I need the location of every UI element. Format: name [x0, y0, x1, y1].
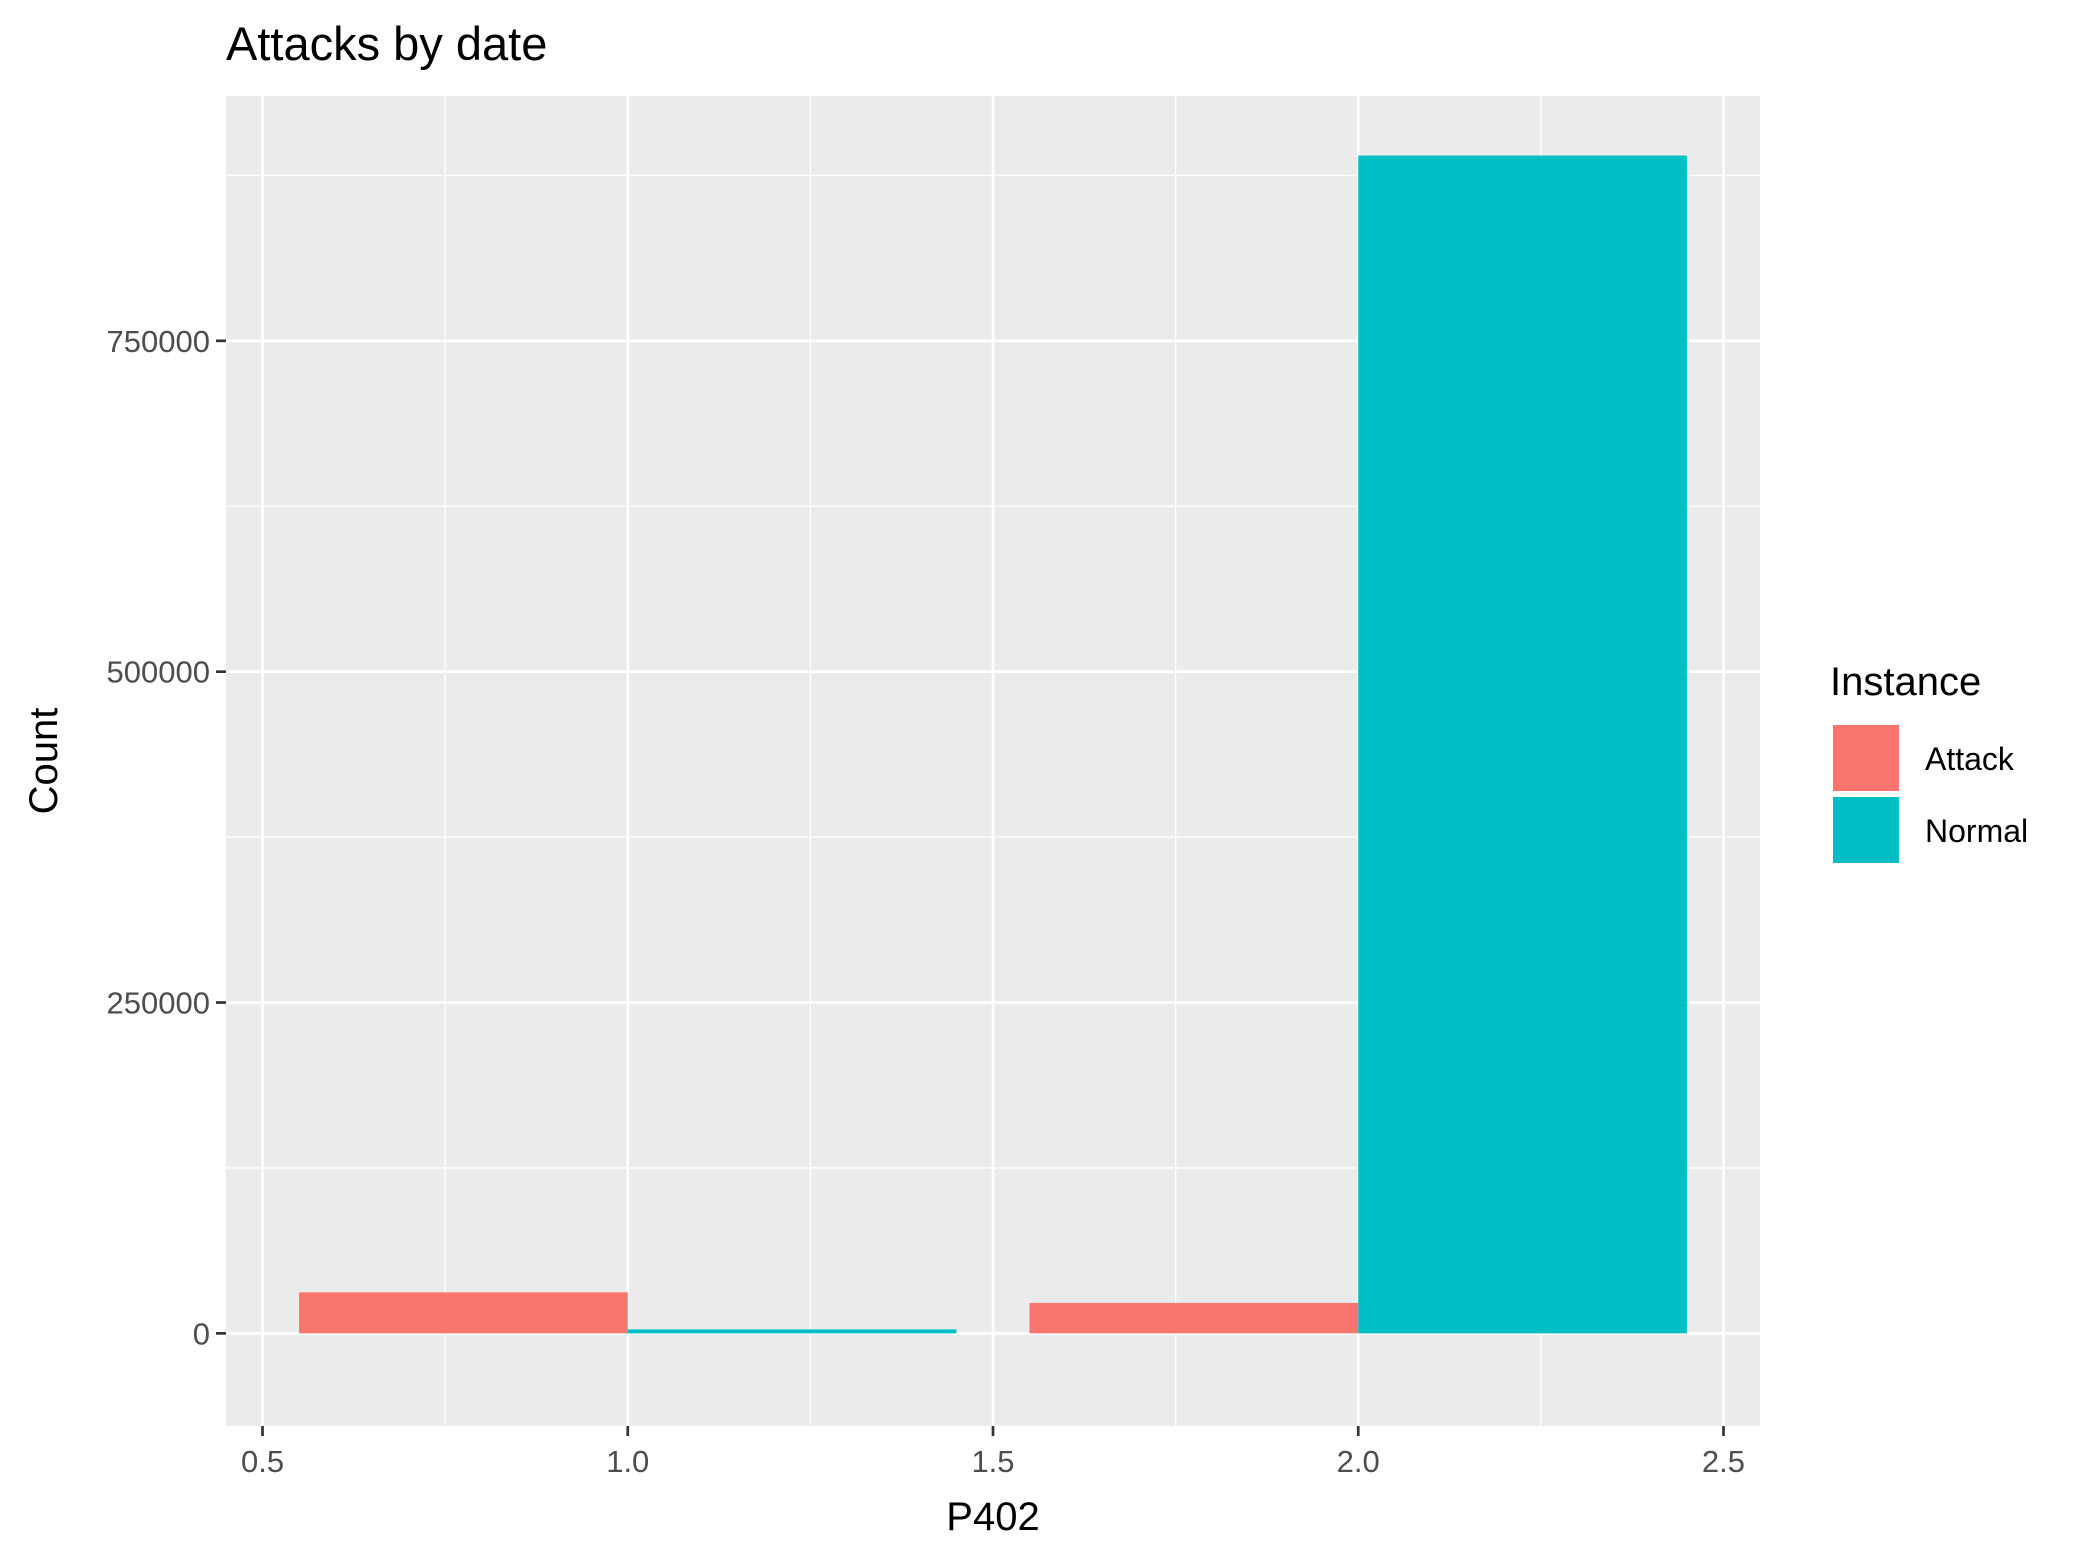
- y-axis: 0 250000 500000 750000: [107, 324, 226, 1351]
- bars-layer: [299, 155, 1687, 1334]
- legend-label-normal: Normal: [1925, 813, 2028, 849]
- bar-normal: [1358, 155, 1687, 1334]
- bar-attack: [1029, 1302, 1359, 1334]
- legend-key-attack: [1833, 725, 1899, 791]
- x-tick-label: 2.0: [1337, 1444, 1380, 1479]
- y-axis-title: Count: [22, 708, 66, 815]
- x-tick-label: 0.5: [241, 1444, 284, 1479]
- x-axis: 0.5 1.0 1.5 2.0 2.5: [241, 1426, 1745, 1479]
- y-tick-label: 500000: [107, 655, 210, 690]
- x-axis-title: P402: [946, 1495, 1039, 1539]
- x-tick-label: 2.5: [1702, 1444, 1745, 1479]
- y-tick-label: 250000: [107, 986, 210, 1021]
- chart-title: Attacks by date: [226, 17, 547, 70]
- legend-label-attack: Attack: [1925, 741, 2015, 777]
- legend-key-normal: [1833, 797, 1899, 863]
- x-tick-label: 1.5: [971, 1444, 1014, 1479]
- legend: Instance Attack Normal: [1830, 660, 2028, 863]
- legend-title: Instance: [1830, 660, 1981, 704]
- major-gridlines: [226, 96, 1760, 1426]
- y-tick-label: 750000: [107, 324, 210, 359]
- bar-attack: [299, 1292, 628, 1334]
- bar-normal: [627, 1329, 957, 1334]
- x-tick-label: 1.0: [606, 1444, 649, 1479]
- y-tick-label: 0: [193, 1316, 210, 1351]
